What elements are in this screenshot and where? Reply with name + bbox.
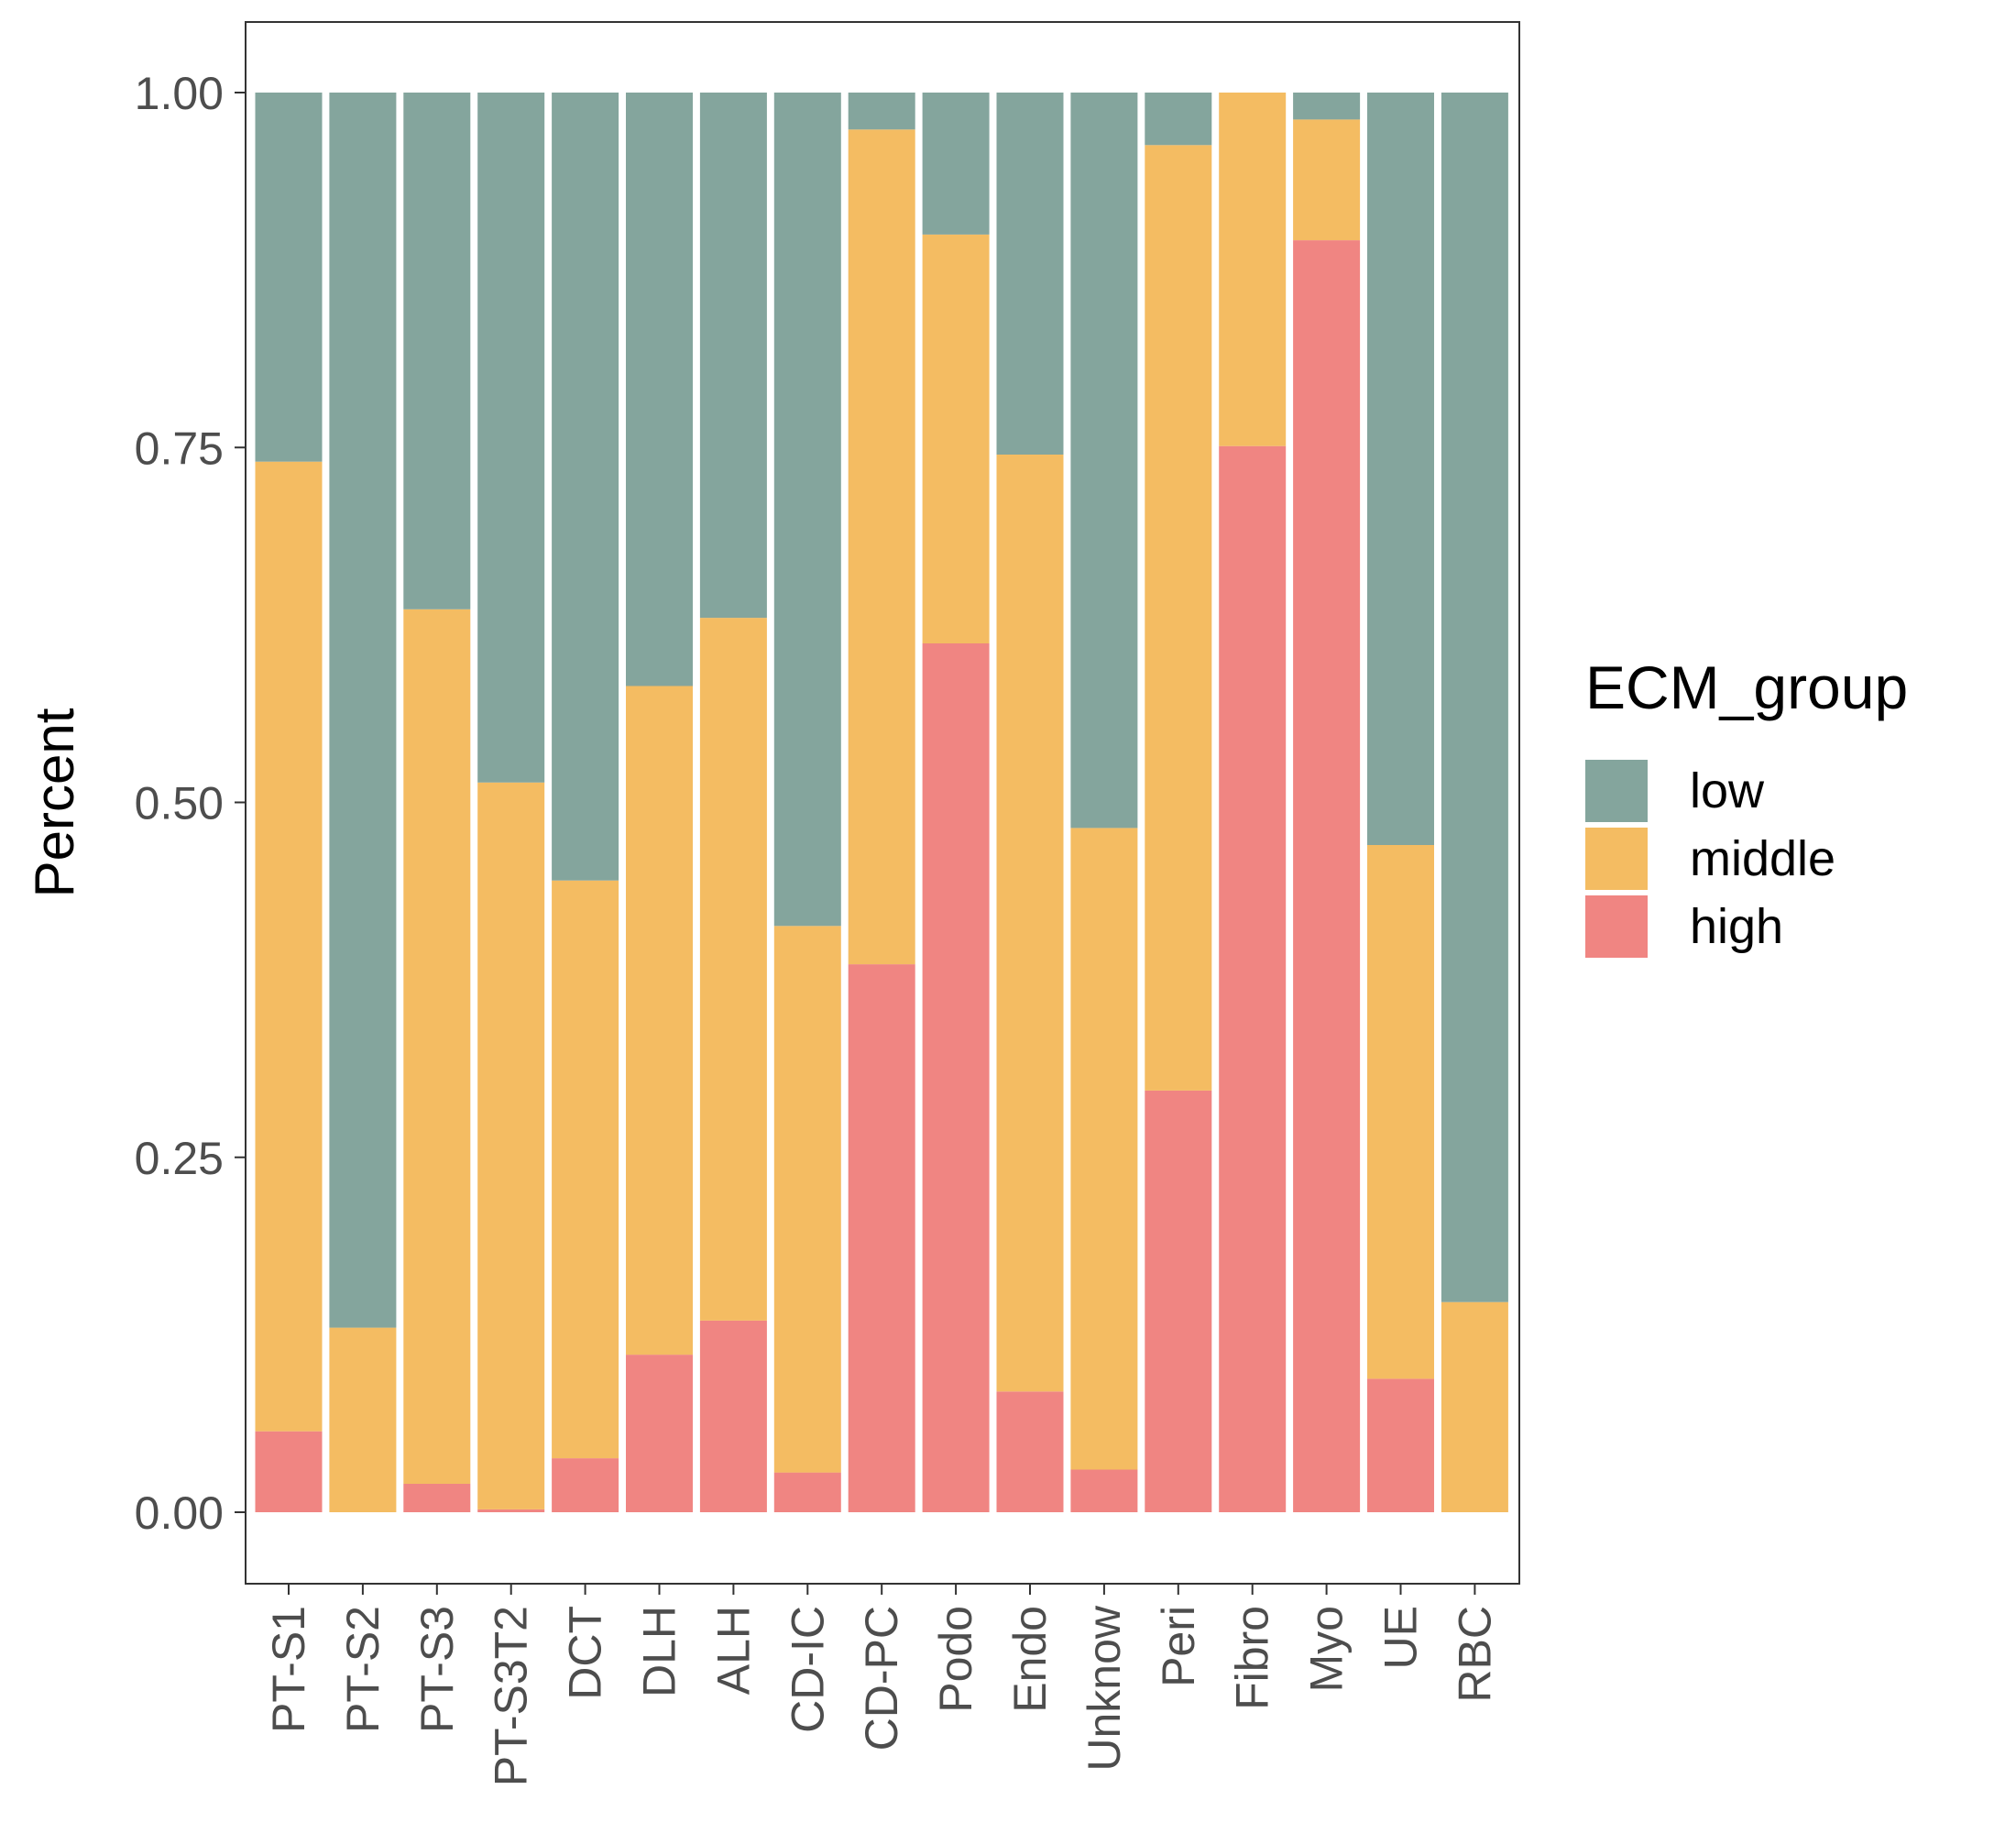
bar-segment-middle-dct — [552, 880, 619, 1459]
x-axis: PT-S1 PT-S2 PT-S3 PT-S3T2 DCT DLH ALH CD-IC CD-P… — [263, 1584, 1500, 1786]
x-tick-label: Peri — [1153, 1606, 1204, 1687]
bar-segment-middle-podo — [922, 234, 990, 643]
y-tick-label: 1.00 — [135, 68, 224, 119]
bar-segment-middle-myo — [1293, 119, 1361, 241]
legend-label-middle: middle — [1690, 831, 1835, 886]
bar-segment-high-pt-s3t2 — [477, 1509, 545, 1512]
x-tick-label: PT-S3 — [411, 1606, 463, 1733]
bar-segment-high-pt-s1 — [255, 1431, 323, 1512]
bar-segment-low-pt-s3t2 — [477, 93, 545, 783]
bar-segment-low-podo — [922, 93, 990, 235]
bar-segment-middle-cd-pc — [848, 129, 915, 965]
bar-segment-high-podo — [922, 643, 990, 1512]
legend-label-high: high — [1690, 899, 1783, 954]
bar-segment-high-ue — [1367, 1378, 1434, 1512]
bar-segment-high-cd-pc — [848, 964, 915, 1512]
bar-segment-low-endo — [996, 93, 1064, 455]
bar-segment-low-pt-s2 — [329, 93, 397, 1328]
bar-segment-low-dct — [552, 93, 619, 881]
bar-segment-middle-pt-s3t2 — [477, 782, 545, 1509]
bar-segment-low-peri — [1145, 93, 1212, 146]
bar-segment-high-fibro — [1219, 445, 1287, 1513]
bar-segment-middle-pt-s2 — [329, 1327, 397, 1512]
bar-segment-high-unknow — [1070, 1469, 1138, 1512]
bar-segment-high-peri — [1145, 1090, 1212, 1512]
bar-segment-high-myo — [1293, 240, 1361, 1513]
bar-segment-low-cd-pc — [848, 93, 915, 130]
bar-segment-middle-ue — [1367, 845, 1434, 1379]
x-tick-label: PT-S1 — [263, 1606, 314, 1733]
x-tick-label: Podo — [930, 1606, 981, 1713]
bar-segment-middle-unknow — [1070, 828, 1138, 1470]
bar-segment-high-alh — [699, 1320, 767, 1512]
y-tick-label: 0.50 — [135, 778, 224, 829]
bar-segment-middle-rbc — [1441, 1301, 1508, 1512]
bar-segment-low-unknow — [1070, 93, 1138, 829]
bar-segment-high-dlh — [626, 1355, 693, 1512]
x-tick-label: Fibro — [1227, 1606, 1278, 1710]
bar-segment-low-ue — [1367, 93, 1434, 845]
bar-segment-middle-peri — [1145, 145, 1212, 1091]
y-axis: 0.00 0.25 0.50 0.75 1.00 — [135, 68, 246, 1539]
y-axis-title: Percent — [24, 708, 85, 897]
bar-segment-low-myo — [1293, 93, 1361, 120]
bar-segment-low-pt-s1 — [255, 93, 323, 462]
bar-segment-high-cd-ic — [773, 1472, 841, 1512]
legend-key-high — [1585, 895, 1648, 958]
x-tick-label: PT-S2 — [337, 1606, 389, 1733]
y-tick-label: 0.75 — [135, 423, 224, 474]
x-tick-label: DLH — [634, 1606, 685, 1697]
bar-segment-middle-fibro — [1219, 93, 1287, 446]
bars-layer — [255, 93, 1508, 1513]
bar-segment-middle-endo — [996, 455, 1064, 1392]
bar-segment-low-cd-ic — [773, 93, 841, 927]
y-tick-label: 0.00 — [135, 1487, 224, 1539]
x-tick-label: UE — [1375, 1606, 1427, 1669]
bar-segment-high-dct — [552, 1458, 619, 1512]
legend: ECM_group low middle high — [1585, 653, 1908, 958]
x-tick-label: Myo — [1301, 1606, 1353, 1692]
x-tick-label: ALH — [707, 1606, 759, 1695]
legend-label-low: low — [1690, 763, 1765, 818]
legend-key-middle — [1585, 828, 1648, 890]
y-tick-label: 0.25 — [135, 1133, 224, 1184]
x-tick-label: Endo — [1004, 1606, 1056, 1713]
bar-segment-low-rbc — [1441, 93, 1508, 1302]
x-tick-label: Unknow — [1079, 1605, 1130, 1772]
x-tick-label: PT-S3T2 — [486, 1606, 537, 1786]
legend-title: ECM_group — [1585, 653, 1908, 721]
bar-segment-middle-dlh — [626, 686, 693, 1356]
legend-key-low — [1585, 760, 1648, 822]
bar-segment-middle-pt-s3 — [403, 609, 471, 1484]
bar-segment-high-pt-s3 — [403, 1484, 471, 1512]
x-tick-label: CD-PC — [856, 1606, 907, 1751]
x-tick-label: CD-IC — [782, 1606, 833, 1733]
bar-segment-low-alh — [699, 93, 767, 619]
x-tick-label: DCT — [560, 1606, 611, 1700]
bar-segment-middle-pt-s1 — [255, 461, 323, 1432]
bar-segment-middle-cd-ic — [773, 926, 841, 1473]
bar-segment-low-pt-s3 — [403, 93, 471, 609]
bar-segment-low-dlh — [626, 93, 693, 686]
bar-segment-middle-alh — [699, 618, 767, 1321]
bar-segment-high-endo — [996, 1391, 1064, 1512]
x-tick-label: RBC — [1449, 1606, 1500, 1703]
